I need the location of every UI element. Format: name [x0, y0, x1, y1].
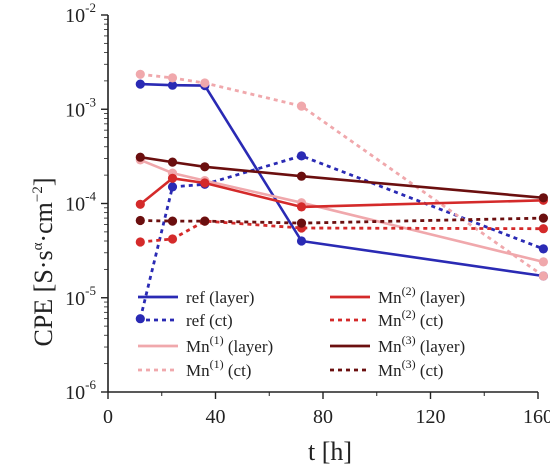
series-6: [135, 152, 549, 203]
legend-item-5: Mn(2) (ct): [330, 307, 443, 330]
y-tick-label: 10-3: [65, 94, 96, 121]
y-tick-label: 10-5: [65, 283, 96, 310]
y-axis-title-main: CPE [S·s: [29, 250, 58, 346]
legend-label: Mn(2) (ct): [378, 307, 443, 330]
data-point: [296, 101, 307, 111]
data-point: [296, 236, 307, 246]
series-4: [135, 173, 549, 212]
data-point: [538, 224, 549, 234]
y-tick-label: 10-6: [65, 377, 96, 404]
y-axis-title-sup-exp: −2: [30, 186, 46, 202]
legend-label: Mn(1) (layer): [186, 333, 273, 356]
legend-label: Mn(3) (layer): [378, 333, 465, 356]
legend-item-7: Mn(3) (ct): [330, 357, 443, 380]
series-3: [135, 69, 549, 281]
data-point: [167, 73, 178, 83]
y-axis-title: CPE [S·sα·cm−2]: [29, 178, 58, 347]
data-point: [296, 171, 307, 181]
x-tick-label: 80: [313, 406, 333, 428]
tick-labels: 0 40 80 120 160 10-6 10-5 10-4 10-3 10-2: [65, 0, 550, 428]
data-point: [538, 244, 549, 254]
y-tick-label: 10-4: [65, 189, 96, 216]
legend-item-6: Mn(3) (layer): [330, 333, 465, 356]
data-point: [135, 237, 145, 247]
legend-label: Mn(2) (layer): [378, 284, 465, 307]
data-point: [167, 216, 178, 226]
y-axis-title-mid: ·cm: [29, 202, 58, 242]
data-point: [538, 271, 549, 281]
legend-item-3: Mn(1) (ct): [138, 357, 251, 380]
y-axis-title-sup-alpha: α: [30, 242, 46, 250]
legend: ref (layer) Mn(2) (layer) ref (ct) Mn(2) (c…: [138, 284, 465, 380]
x-tick-label: 0: [103, 406, 113, 428]
data-point: [200, 162, 210, 172]
data-point: [135, 152, 145, 162]
data-point: [296, 202, 307, 212]
series-line: [140, 155, 544, 200]
data-point: [296, 151, 307, 161]
x-tick-label: 120: [416, 406, 446, 428]
legend-label: Mn(1) (ct): [186, 357, 251, 380]
y-axis-title-end: ]: [29, 178, 58, 187]
series-group: [135, 69, 549, 324]
x-tick-label: 40: [206, 406, 226, 428]
data-point: [538, 257, 549, 267]
legend-item-4: Mn(2) (layer): [330, 284, 465, 307]
data-point: [167, 182, 178, 192]
data-point: [167, 157, 178, 167]
legend-label: ref (layer): [186, 288, 254, 307]
data-point: [167, 234, 178, 244]
data-point: [135, 215, 145, 226]
data-point: [135, 69, 145, 79]
axes: [101, 14, 539, 399]
legend-label: ref (ct): [186, 311, 233, 330]
data-point: [538, 193, 549, 203]
data-point: [296, 218, 307, 228]
y-tick-label: 10-2: [65, 0, 96, 27]
data-point: [200, 78, 210, 88]
data-point: [200, 216, 210, 226]
series-7: [135, 213, 549, 228]
data-point: [135, 79, 145, 89]
data-point: [167, 173, 178, 183]
legend-item-1: ref (ct): [138, 311, 233, 330]
x-axis-title: t [h]: [308, 437, 352, 466]
legend-label: Mn(3) (ct): [378, 357, 443, 380]
x-tick-label: 160: [523, 406, 550, 428]
data-point: [135, 199, 145, 209]
legend-item-2: Mn(1) (layer): [138, 333, 273, 356]
series-line: [140, 219, 544, 244]
data-point: [167, 80, 178, 90]
legend-item-0: ref (layer): [138, 288, 254, 307]
data-point: [200, 178, 210, 188]
data-point: [538, 213, 549, 223]
